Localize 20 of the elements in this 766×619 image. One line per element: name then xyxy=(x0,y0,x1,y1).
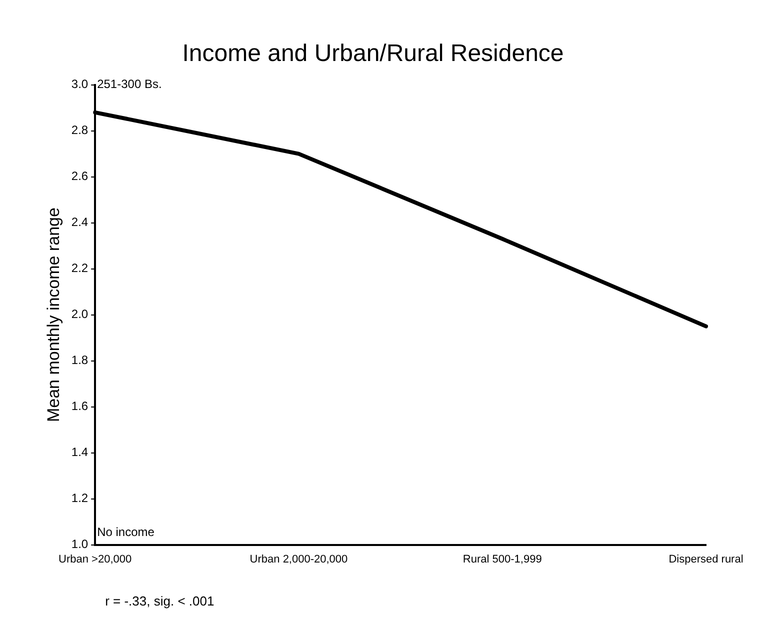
x-tick-label: Urban >20,000 xyxy=(58,553,132,566)
y-tick-label: 2.2 xyxy=(71,261,88,276)
y-axis-title: Mean monthly income range xyxy=(44,208,63,422)
y-tick-label: 1.0 xyxy=(71,537,88,552)
y-tick-label: 1.6 xyxy=(71,399,88,414)
x-tick-label: Rural 500-1,999 xyxy=(462,553,542,566)
y-tick-label: 1.8 xyxy=(71,353,88,368)
y-tick-label: 3.0 xyxy=(71,77,88,92)
text: r = -.33, sig. < .001 xyxy=(105,594,214,609)
y-tick-label: 1.2 xyxy=(71,491,88,506)
y-tick-label: 2.6 xyxy=(71,169,88,184)
y-tick-label: 2.4 xyxy=(71,215,88,230)
x-tick-label: Dispersed rural xyxy=(668,553,744,566)
y-tick-label: 1.4 xyxy=(71,445,88,460)
annotation: 251-300 Bs. xyxy=(97,77,162,92)
x-tick-label: Urban 2,000-20,000 xyxy=(250,553,348,566)
y-tick-label: 2.8 xyxy=(71,123,88,138)
y-tick-label: 2.0 xyxy=(71,307,88,322)
chart-title: Income and Urban/Rural Residence xyxy=(182,40,564,68)
annotation: No income xyxy=(97,525,155,540)
